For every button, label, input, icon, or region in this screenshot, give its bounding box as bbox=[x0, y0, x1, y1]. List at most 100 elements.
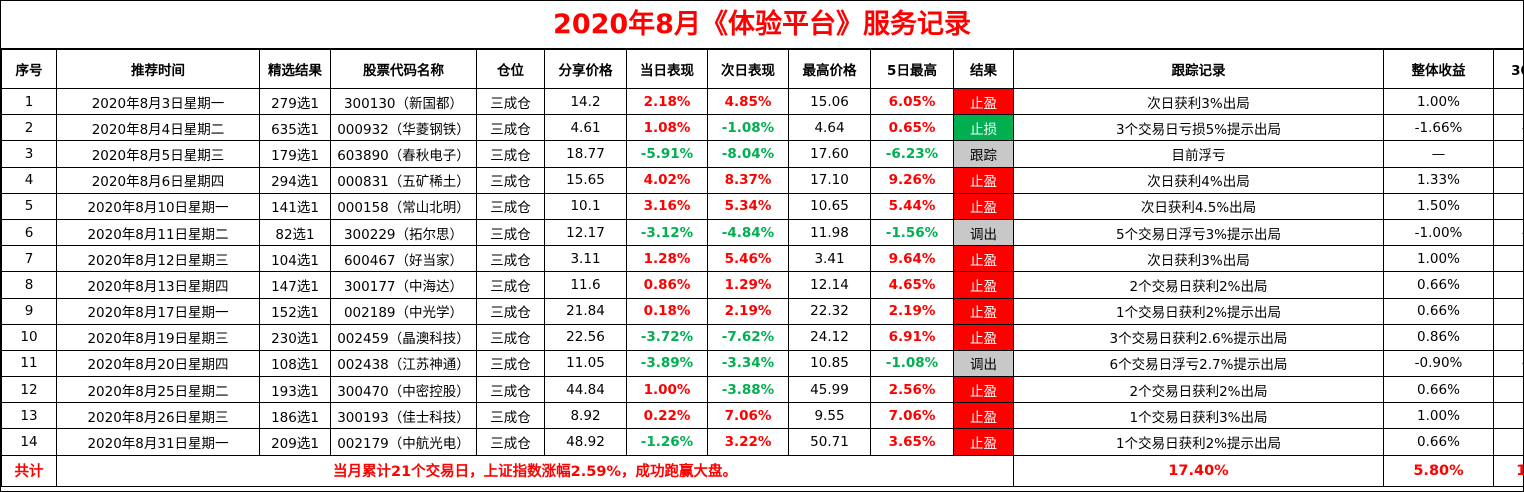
cell-index: 4 bbox=[1, 166, 57, 194]
cell-pick: 82选1 bbox=[259, 218, 331, 247]
cell-index: 14 bbox=[1, 428, 57, 456]
cell-date: 2020年8月25日星期二 bbox=[56, 376, 260, 404]
cell-day: -3.72% bbox=[626, 323, 708, 351]
header-next-day: 次日表现 bbox=[707, 49, 789, 89]
cell-5day-high: 4.65% bbox=[870, 271, 954, 299]
cell-index: 8 bbox=[1, 271, 57, 299]
cell-price: 11.05 bbox=[544, 349, 627, 378]
cell-gain: 1.33% bbox=[1383, 166, 1494, 194]
cell-stock: 002189（中光学） bbox=[330, 297, 477, 325]
cell-next-day: -1.08% bbox=[707, 114, 789, 142]
cell-next-day: 5.46% bbox=[707, 245, 789, 273]
cell-pick: 104选1 bbox=[259, 245, 331, 273]
cell-price: 8.92 bbox=[544, 402, 627, 430]
cell-high-price: 50.71 bbox=[788, 428, 871, 456]
header-price: 分享价格 bbox=[544, 49, 627, 89]
record-table: 序号 推荐时间 精选结果 股票代码名称 仓位 分享价格 当日表现 次日表现 最高… bbox=[1, 49, 1524, 487]
cell-5day-high: -1.56% bbox=[870, 218, 954, 247]
cell-position: 三成仓 bbox=[476, 166, 545, 194]
cell-gain: 0.86% bbox=[1383, 323, 1494, 351]
cell-30w: 1980 bbox=[1493, 376, 1524, 404]
cell-day: -3.89% bbox=[626, 349, 708, 378]
cell-position: 三成仓 bbox=[476, 218, 545, 247]
cell-price: 3.11 bbox=[544, 245, 627, 273]
cell-day: 3.16% bbox=[626, 192, 708, 220]
cell-date: 2020年8月20日星期四 bbox=[56, 349, 260, 378]
cell-stock: 002179（中航光电） bbox=[330, 428, 477, 456]
cell-high-price: 15.06 bbox=[788, 87, 871, 116]
cell-stock: 000932（华菱钢铁） bbox=[330, 114, 477, 142]
cell-5day-high: 5.44% bbox=[870, 192, 954, 220]
cell-date: 2020年8月31日星期一 bbox=[56, 428, 260, 456]
cell-gain: 1.00% bbox=[1383, 245, 1494, 273]
cell-30w: -2700 bbox=[1493, 349, 1524, 378]
cell-next-day: 5.34% bbox=[707, 192, 789, 220]
table-row: 2 2020年8月4日星期二 635选1 000932（华菱钢铁） 三成仓 4.61 1.0… bbox=[1, 114, 1524, 142]
cell-pick: 186选1 bbox=[259, 402, 331, 430]
cell-stock: 000831（五矿稀土） bbox=[330, 166, 477, 194]
total-row: 共计 当月累计21个交易日，上证指数涨幅2.59%，成功跑赢大盘。 17.40%… bbox=[1, 454, 1524, 487]
cell-day: -1.26% bbox=[626, 428, 708, 456]
cell-gain: 0.66% bbox=[1383, 376, 1494, 404]
total-30w: 17400 bbox=[1493, 454, 1524, 487]
cell-day: 1.08% bbox=[626, 114, 708, 142]
cell-high-price: 22.32 bbox=[788, 297, 871, 325]
cell-tracking: 次日获利3%出局 bbox=[1013, 245, 1384, 273]
total-label: 共计 bbox=[1, 454, 57, 487]
cell-30w: 2580 bbox=[1493, 323, 1524, 351]
cell-result: 止盈 bbox=[953, 87, 1014, 116]
cell-high-price: 4.64 bbox=[788, 114, 871, 142]
cell-next-day: 1.29% bbox=[707, 271, 789, 299]
cell-30w: -3000 bbox=[1493, 218, 1524, 247]
header-gain: 整体收益 bbox=[1383, 49, 1494, 89]
cell-result: 调出 bbox=[953, 218, 1014, 247]
header-index: 序号 bbox=[1, 49, 57, 89]
header-high-price: 最高价格 bbox=[788, 49, 871, 89]
cell-result: 止盈 bbox=[953, 297, 1014, 325]
cell-high-price: 3.41 bbox=[788, 245, 871, 273]
cell-result: 止损 bbox=[953, 114, 1014, 142]
cell-gain: -1.00% bbox=[1383, 218, 1494, 247]
cell-gain: -0.90% bbox=[1383, 349, 1494, 378]
cell-date: 2020年8月13日星期四 bbox=[56, 271, 260, 299]
cell-30w: 3000 bbox=[1493, 87, 1524, 116]
cell-index: 7 bbox=[1, 245, 57, 273]
cell-index: 13 bbox=[1, 402, 57, 430]
cell-position: 三成仓 bbox=[476, 140, 545, 168]
cell-price: 14.2 bbox=[544, 87, 627, 116]
table-row: 7 2020年8月12日星期三 104选1 600467（好当家） 三成仓 3.11 1.2… bbox=[1, 245, 1524, 273]
header-pick: 精选结果 bbox=[259, 49, 331, 89]
cell-pick: 141选1 bbox=[259, 192, 331, 220]
cell-stock: 002459（晶澳科技） bbox=[330, 323, 477, 351]
cell-result: 止盈 bbox=[953, 192, 1014, 220]
cell-30w: 1980 bbox=[1493, 297, 1524, 325]
cell-stock: 300130（新国都） bbox=[330, 87, 477, 116]
table-row: 6 2020年8月11日星期二 82选1 300229（拓尔思） 三成仓 12.17 -3.… bbox=[1, 218, 1524, 247]
cell-30w: -4980 bbox=[1493, 114, 1524, 142]
cell-tracking: 6个交易日浮亏2.7%提示出局 bbox=[1013, 349, 1384, 378]
cell-pick: 279选1 bbox=[259, 87, 331, 116]
cell-date: 2020年8月3日星期一 bbox=[56, 87, 260, 116]
cell-5day-high: 6.05% bbox=[870, 87, 954, 116]
cell-30w: 3990 bbox=[1493, 166, 1524, 194]
cell-date: 2020年8月5日星期三 bbox=[56, 140, 260, 168]
cell-position: 三成仓 bbox=[476, 87, 545, 116]
cell-index: 5 bbox=[1, 192, 57, 220]
cell-next-day: -3.88% bbox=[707, 376, 789, 404]
cell-tracking: 1个交易日获利3%出局 bbox=[1013, 402, 1384, 430]
cell-pick: 152选1 bbox=[259, 297, 331, 325]
cell-index: 11 bbox=[1, 349, 57, 378]
cell-position: 三成仓 bbox=[476, 402, 545, 430]
cell-5day-high: 9.26% bbox=[870, 166, 954, 194]
cell-high-price: 17.10 bbox=[788, 166, 871, 194]
cell-pick: 230选1 bbox=[259, 323, 331, 351]
cell-date: 2020年8月19日星期三 bbox=[56, 323, 260, 351]
cell-next-day: -7.62% bbox=[707, 323, 789, 351]
cell-pick: 193选1 bbox=[259, 376, 331, 404]
cell-5day-high: 9.64% bbox=[870, 245, 954, 273]
cell-next-day: 8.37% bbox=[707, 166, 789, 194]
table-row: 11 2020年8月20日星期四 108选1 002438（江苏神通） 三成仓 11.05… bbox=[1, 349, 1524, 378]
cell-next-day: 4.85% bbox=[707, 87, 789, 116]
cell-tracking: 次日获利4%出局 bbox=[1013, 166, 1384, 194]
